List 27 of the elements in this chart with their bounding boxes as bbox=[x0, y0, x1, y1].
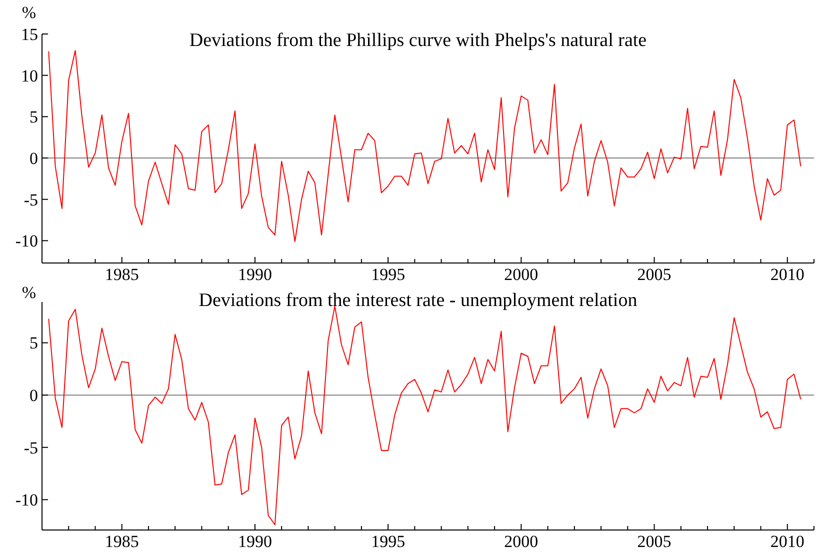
x-tick-label: 1985 bbox=[104, 265, 139, 284]
y-axis-title: % bbox=[22, 3, 36, 22]
chart-title: Deviations from the interest rate - unemployment relation bbox=[198, 290, 638, 311]
x-tick-label: 2000 bbox=[504, 265, 538, 284]
x-tick-label: 2005 bbox=[637, 265, 672, 284]
y-tick-label: 15 bbox=[21, 24, 38, 44]
chart-title: Deviations from the Phillips curve with Phelps's natural rate bbox=[189, 30, 647, 51]
y-tick-label: -5 bbox=[24, 190, 38, 210]
x-tick-label: 2005 bbox=[637, 532, 672, 551]
x-tick-label: 1990 bbox=[238, 532, 272, 551]
line-series bbox=[48, 50, 802, 242]
x-tick-label: 1990 bbox=[238, 265, 272, 284]
y-tick-label: -10 bbox=[15, 232, 38, 251]
y-axis-title: % bbox=[22, 283, 36, 302]
x-tick-label: 2010 bbox=[770, 265, 804, 284]
x-tick-label: 1995 bbox=[371, 532, 406, 551]
x-tick-label: 1985 bbox=[104, 532, 139, 551]
x-tick-label: 2010 bbox=[770, 532, 804, 551]
y-tick-label: 5 bbox=[30, 334, 38, 353]
y-tick-label: -5 bbox=[24, 438, 38, 458]
y-tick-label: 0 bbox=[30, 386, 38, 406]
y-tick-label: 0 bbox=[30, 148, 38, 168]
y-tick-label: 5 bbox=[30, 108, 38, 127]
x-tick-label: 1995 bbox=[371, 265, 406, 284]
y-tick-label: 10 bbox=[21, 66, 38, 86]
y-tick-label: -10 bbox=[15, 490, 38, 510]
x-tick-label: 2000 bbox=[504, 532, 538, 551]
